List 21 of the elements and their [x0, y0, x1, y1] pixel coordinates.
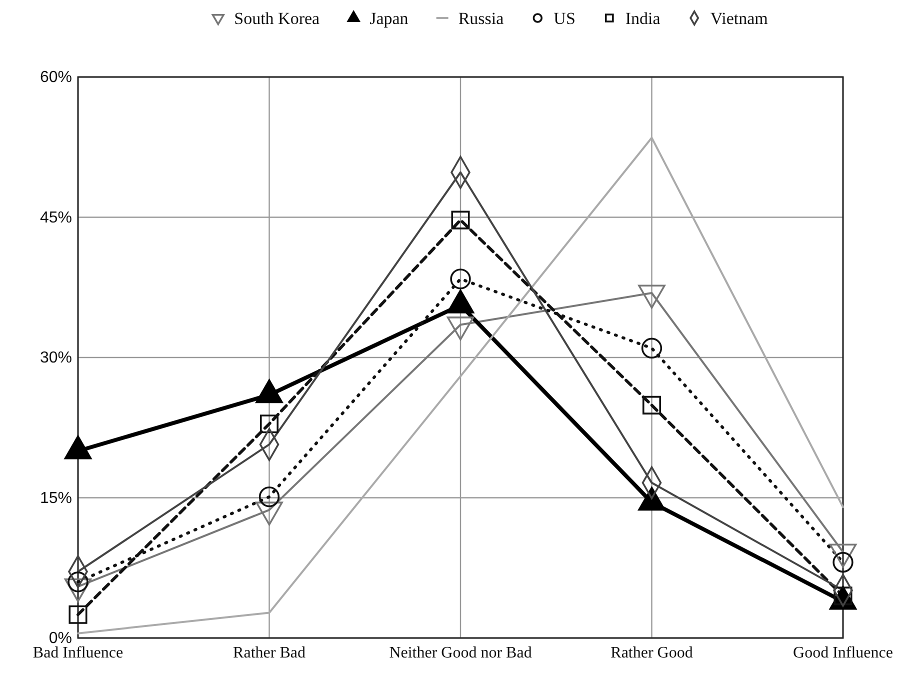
legend-label: US [554, 9, 576, 28]
legend-label: Japan [370, 9, 409, 28]
point [451, 210, 470, 230]
legend-label: Vietnam [710, 9, 768, 28]
x-tick-label: Good Influence [793, 644, 893, 662]
point [260, 414, 279, 434]
y-tick-label: 45% [40, 209, 72, 226]
x-tick-label: Rather Good [610, 644, 693, 662]
point [258, 486, 280, 508]
y-tick-label: 15% [40, 490, 72, 507]
legend-label: Russia [458, 9, 504, 28]
legend-label: India [625, 9, 661, 28]
point [641, 338, 662, 358]
y-tick-label: 60% [40, 69, 72, 86]
point [68, 605, 88, 624]
point [642, 396, 662, 414]
point [450, 268, 471, 290]
x-tick-label: Rather Bad [233, 644, 306, 662]
legend-label: South Korea [234, 9, 320, 28]
x-tick-label: Neither Good nor Bad [389, 644, 532, 662]
y-tick-label: 30% [40, 350, 72, 367]
